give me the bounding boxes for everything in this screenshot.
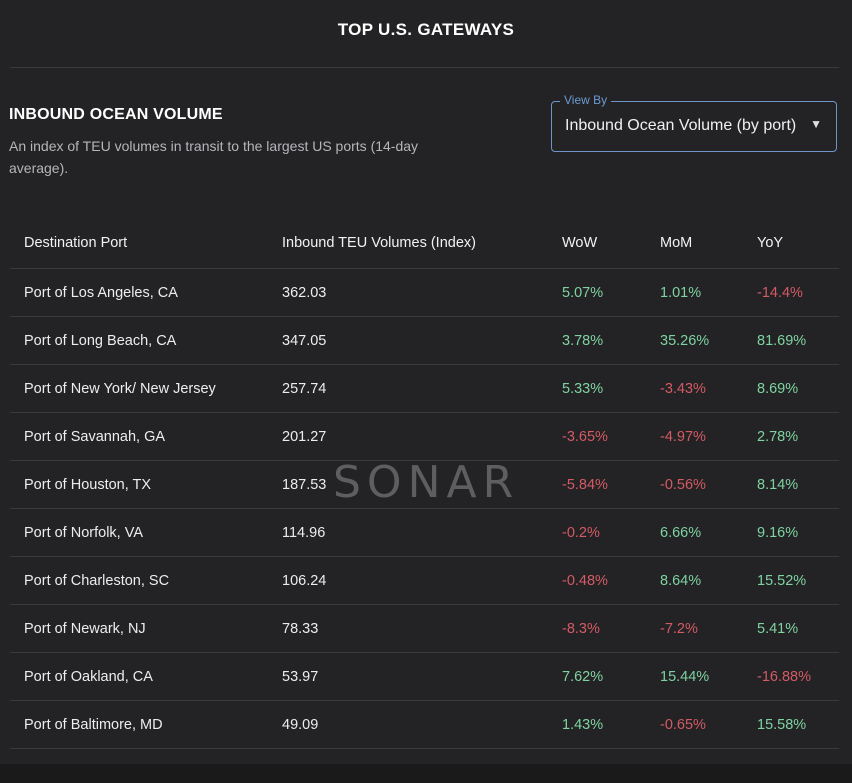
mom-cell: 15.44% — [660, 652, 757, 701]
wow-cell: -8.3% — [562, 604, 660, 653]
yoy-cell: 81.69% — [757, 316, 839, 365]
port-name-cell: Port of Charleston, SC — [10, 556, 282, 605]
wow-cell: -0.2% — [562, 508, 660, 557]
mom-cell: 6.66% — [660, 508, 757, 557]
volume-cell: 257.74 — [282, 364, 562, 413]
yoy-cell: 2.78% — [757, 412, 839, 461]
port-name-cell: Port of Newark, NJ — [10, 604, 282, 653]
yoy-cell: -16.88% — [757, 652, 839, 701]
page-title: TOP U.S. GATEWAYS — [337, 20, 515, 39]
yoy-cell: 8.14% — [757, 460, 839, 509]
volume-cell: 78.33 — [282, 604, 562, 653]
volume-cell: 187.53 — [282, 460, 562, 509]
port-name-cell: Port of Long Beach, CA — [10, 316, 282, 365]
table-row[interactable]: Port of Oakland, CA 53.97 7.62% 15.44% -16.8… — [10, 652, 839, 701]
ports-table: Destination Port Inbound TEU Volumes (In… — [10, 217, 839, 749]
mom-cell: -7.2% — [660, 604, 757, 653]
volume-cell: 53.97 — [282, 652, 562, 701]
mom-cell: -4.97% — [660, 412, 757, 461]
yoy-cell: 15.58% — [757, 700, 839, 749]
table-row[interactable]: Port of Los Angeles, CA 362.03 5.07% 1.01% -… — [10, 268, 839, 317]
table-header-row: Destination Port Inbound TEU Volumes (In… — [10, 217, 839, 269]
volume-cell: 201.27 — [282, 412, 562, 461]
volume-cell: 49.09 — [282, 700, 562, 749]
volume-cell: 114.96 — [282, 508, 562, 557]
port-name-cell: Port of Norfolk, VA — [10, 508, 282, 557]
gateways-panel: TOP U.S. GATEWAYS INBOUND OCEAN VOLUME A… — [9, 20, 839, 749]
view-by-label: View By — [560, 93, 612, 107]
yoy-cell: -14.4% — [757, 268, 839, 317]
yoy-cell: 8.69% — [757, 364, 839, 413]
mom-cell: -3.43% — [660, 364, 757, 413]
section-description: An index of TEU volumes in transit to th… — [9, 138, 419, 176]
port-name-cell: Port of Savannah, GA — [10, 412, 282, 461]
volume-cell: 347.05 — [282, 316, 562, 365]
wow-cell: 3.78% — [562, 316, 660, 365]
wow-cell: 1.43% — [562, 700, 660, 749]
column-header-port[interactable]: Destination Port — [10, 217, 282, 269]
mom-cell: 1.01% — [660, 268, 757, 317]
port-name-cell: Port of Houston, TX — [10, 460, 282, 509]
column-header-volume[interactable]: Inbound TEU Volumes (Index) — [282, 217, 562, 269]
port-name-cell: Port of New York/ New Jersey — [10, 364, 282, 413]
volume-cell: 106.24 — [282, 556, 562, 605]
wow-cell: 7.62% — [562, 652, 660, 701]
table-row[interactable]: Port of New York/ New Jersey 257.74 5.33% -… — [10, 364, 839, 413]
wow-cell: -5.84% — [562, 460, 660, 509]
view-by-select[interactable]: View By Inbound Ocean Volume (by port) ▼ — [551, 93, 837, 152]
table-row[interactable]: Port of Houston, TX 187.53 -5.84% -0.56% 8.1… — [10, 460, 839, 509]
mom-cell: 8.64% — [660, 556, 757, 605]
section-title: INBOUND OCEAN VOLUME — [9, 106, 223, 123]
sonar-watermark: SONAR — [333, 457, 520, 508]
table-row[interactable]: Port of Baltimore, MD 49.09 1.43% -0.65% 15.… — [10, 700, 839, 749]
column-header-yoy[interactable]: YoY — [757, 217, 839, 269]
port-name-cell: Port of Oakland, CA — [10, 652, 282, 701]
table-row[interactable]: Port of Charleston, SC 106.24 -0.48% 8.64% 1… — [10, 556, 839, 605]
view-by-value: Inbound Ocean Volume (by port) — [565, 117, 797, 134]
wow-cell: 5.07% — [562, 268, 660, 317]
mom-cell: -0.65% — [660, 700, 757, 749]
table-row[interactable]: Port of Norfolk, VA 114.96 -0.2% 6.66% 9.16% — [10, 508, 839, 557]
table-row[interactable]: Port of Long Beach, CA 347.05 3.78% 35.26% 8… — [10, 316, 839, 365]
wow-cell: -0.48% — [562, 556, 660, 605]
volume-cell: 362.03 — [282, 268, 562, 317]
header-divider — [10, 67, 839, 68]
mom-cell: 35.26% — [660, 316, 757, 365]
mom-cell: -0.56% — [660, 460, 757, 509]
column-header-mom[interactable]: MoM — [660, 217, 757, 269]
footer-strip — [0, 764, 852, 783]
table-row[interactable]: Port of Newark, NJ 78.33 -8.3% -7.2% 5.41% — [10, 604, 839, 653]
yoy-cell: 9.16% — [757, 508, 839, 557]
yoy-cell: 15.52% — [757, 556, 839, 605]
port-name-cell: Port of Baltimore, MD — [10, 700, 282, 749]
table-row[interactable]: Port of Savannah, GA 201.27 -3.65% -4.97% 2.… — [10, 412, 839, 461]
port-name-cell: Port of Los Angeles, CA — [10, 268, 282, 317]
wow-cell: -3.65% — [562, 412, 660, 461]
column-header-wow[interactable]: WoW — [562, 217, 660, 269]
yoy-cell: 5.41% — [757, 604, 839, 653]
chevron-down-icon[interactable]: ▼ — [810, 117, 822, 131]
wow-cell: 5.33% — [562, 364, 660, 413]
